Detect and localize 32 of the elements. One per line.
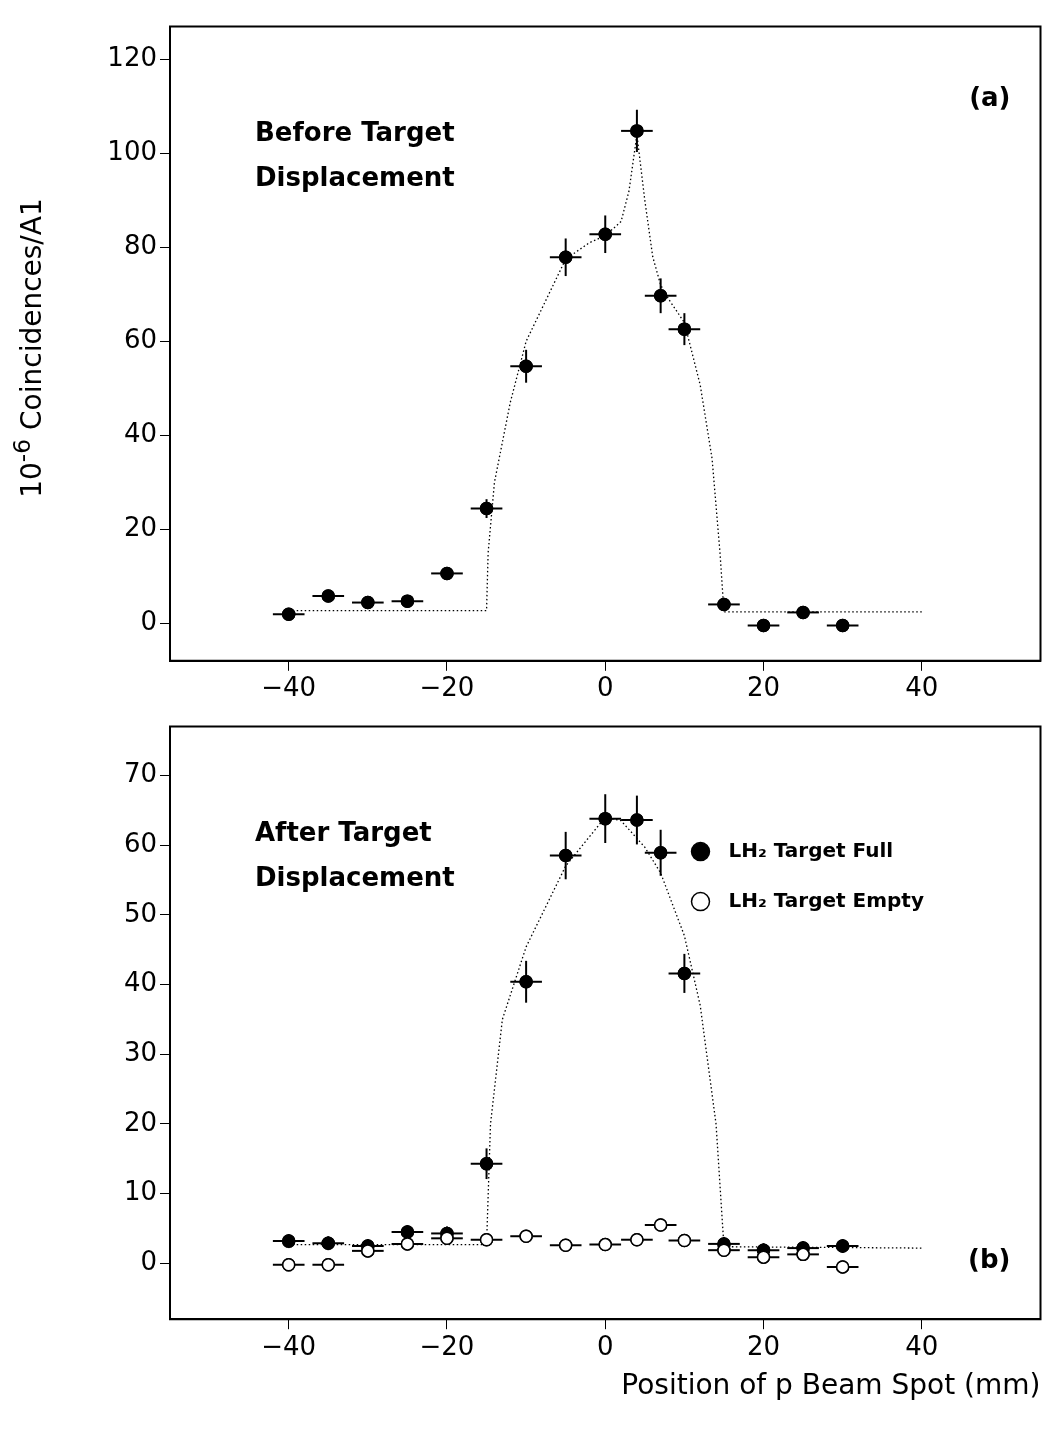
x-tick-label: 0 <box>596 672 614 703</box>
y-tick-label: 50 <box>123 897 157 928</box>
annotation: (b) <box>968 1243 1011 1274</box>
legend-label: LH₂ Target Full <box>728 837 894 862</box>
y-tick-label: 0 <box>140 1246 157 1277</box>
legend-label: LH₂ Target Empty <box>728 887 924 912</box>
x-tick-label: 40 <box>905 1330 939 1361</box>
y-tick-label: 40 <box>123 418 157 449</box>
y-tick-label: 60 <box>123 324 157 355</box>
y-tick-label: 10 <box>123 1176 157 1207</box>
annotation: Before Target Displacement <box>255 117 455 193</box>
x-axis-title: Position of p Beam Spot (mm) <box>621 1368 1041 1402</box>
y-tick-label: 70 <box>123 758 157 789</box>
y-tick-label: 30 <box>123 1037 157 1068</box>
x-tick-label: −40 <box>261 672 317 703</box>
x-tick-label: 20 <box>746 1330 781 1361</box>
y-tick-label: 20 <box>123 1106 157 1137</box>
y-tick-label: 60 <box>123 827 157 858</box>
y-tick-label: 100 <box>107 136 157 167</box>
x-tick-label: −20 <box>419 1330 475 1361</box>
y-tick-label: 40 <box>123 967 157 998</box>
x-tick-label: 0 <box>596 1330 614 1361</box>
x-tick-label: 40 <box>905 672 939 703</box>
annotation: After Target Displacement <box>255 817 455 893</box>
annotation: (a) <box>969 82 1011 113</box>
x-tick-label: 20 <box>746 672 781 703</box>
x-tick-label: −40 <box>261 1330 317 1361</box>
x-tick-label: −20 <box>419 672 475 703</box>
y-tick-label: 20 <box>123 512 157 543</box>
y-tick-label: 120 <box>107 42 157 73</box>
y-tick-label: 0 <box>140 605 157 636</box>
y-tick-label: 80 <box>123 230 157 261</box>
